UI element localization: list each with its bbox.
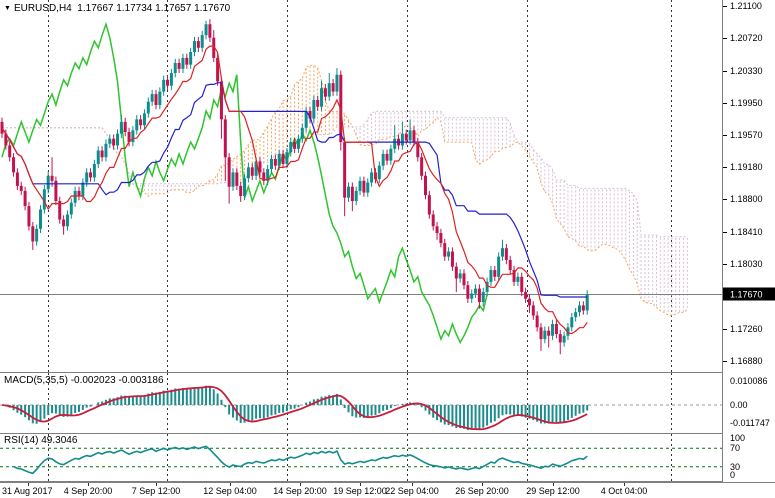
price-axis-label: 1.17260: [730, 324, 763, 334]
macd-name: MACD(5,35,5): [4, 375, 68, 386]
macd-rsi-separator[interactable]: [0, 433, 723, 434]
time-axis-label: 22 Sep 04:00: [385, 486, 439, 496]
price-axis-tickmark: [723, 232, 727, 234]
rsi-axis-label: 30: [730, 461, 741, 472]
price-axis-label: 1.16880: [730, 355, 763, 366]
time-axis-tickmark: [482, 483, 483, 486]
time-axis-tickmark: [553, 483, 554, 486]
ohlc-quote-label: 1.17667 1.17734 1.17657 1.17670: [77, 3, 231, 14]
rsi-axis-label: 0: [730, 470, 736, 480]
price-axis-label: 1.19950: [730, 97, 763, 108]
price-axis-label: 1.18410: [730, 227, 763, 238]
vertical-gridlines: [48, 0, 672, 372]
price-axis-label: 1.20720: [730, 32, 763, 43]
price-axis-tickmark: [723, 134, 727, 136]
time-axis-label: 7 Sep 12:00: [131, 486, 181, 496]
senkou-span-b-line: [2, 110, 688, 238]
rsi-name: RSI(14): [4, 435, 39, 446]
price-axis-tickmark: [723, 360, 727, 362]
current-price-value: 1.17670: [730, 289, 763, 300]
rsi-value: 49.3046: [41, 435, 78, 446]
time-axis-tickmark: [28, 483, 29, 486]
time-axis-label: 31 Aug 2017: [2, 486, 53, 496]
rsi-axis-separator: [0, 481, 723, 482]
price-axis-label: 1.18800: [730, 194, 763, 205]
current-price-tag: 1.17670: [723, 287, 775, 301]
time-axis-tickmark: [88, 483, 89, 486]
macd-axis-label: -0.011747: [730, 418, 770, 428]
time-axis-tickmark: [156, 483, 157, 486]
symbol-timeframe-label: EURUSD,H4: [13, 3, 72, 14]
candles-layer: [0, 19, 589, 355]
price-axis-tickmark: [723, 37, 727, 39]
senkou-span-a-line: [2, 64, 688, 316]
time-axis-label: 4 Sep 20:00: [63, 486, 113, 496]
rsi-indicator-label: RSI(14) 49.3046: [4, 435, 77, 446]
time-axis-tickmark: [300, 483, 301, 486]
macd-values: -0.002023 -0.003186: [70, 375, 164, 386]
time-axis-tickmark: [624, 483, 625, 486]
price-axis-label: 1.21100: [730, 0, 762, 11]
price-axis-tickmark: [723, 167, 727, 169]
rsi-panel[interactable]: [0, 434, 723, 481]
price-axis-border: [722, 0, 723, 482]
time-axis-label: 19 Sep 12:00: [333, 486, 387, 496]
symbol-marker-icon: ▼: [4, 5, 11, 12]
time-axis-tickmark: [360, 483, 361, 486]
price-axis-tickmark: [723, 199, 727, 201]
time-axis-label: 29 Sep 12:00: [526, 486, 580, 496]
price-axis-tickmark: [723, 70, 727, 72]
price-axis[interactable]: 1.17670 1.21100 1.20720 1.20330 1.19950 1.19…: [723, 0, 775, 482]
price-axis-tickmark: [723, 329, 727, 330]
time-axis-label: 4 Oct 04:00: [600, 486, 648, 496]
rsi-axis-label: 100: [730, 433, 746, 443]
macd-panel[interactable]: [0, 373, 723, 433]
main-macd-separator[interactable]: [0, 372, 723, 373]
vertical-gridlines: [48, 434, 672, 481]
time-axis[interactable]: 31 Aug 2017 4 Sep 20:00 7 Sep 12:00 12 Sep …: [0, 482, 775, 498]
macd-axis-label: 0.00: [730, 400, 748, 410]
price-axis-label: 1.18030: [730, 259, 763, 270]
price-axis-label: 1.20330: [730, 65, 763, 76]
price-axis-tickmark: [723, 102, 727, 104]
macd-indicator-label: MACD(5,35,5) -0.002023 -0.003186: [4, 375, 164, 386]
tenkan-sen-line: [1, 45, 588, 335]
time-axis-label: 26 Sep 20:00: [455, 486, 509, 496]
price-axis-tickmark: [723, 264, 727, 266]
time-axis-label: 14 Sep 20:00: [273, 486, 327, 496]
rsi-line: [13, 445, 588, 475]
macd-axis-label: 0.010086: [730, 376, 768, 386]
rsi-axis-label: 70: [730, 443, 741, 454]
macd-signal-line: [1, 385, 588, 431]
price-axis-tickmark: [723, 5, 727, 7]
main-chart-panel[interactable]: [0, 0, 723, 372]
price-axis-label: 1.19180: [730, 162, 763, 173]
time-axis-tickmark: [230, 483, 231, 486]
time-axis-tickmark: [412, 483, 413, 486]
price-axis-label: 1.19570: [730, 129, 763, 140]
time-axis-label: 12 Sep 04:00: [203, 486, 257, 496]
chart-title: ▼ EURUSD,H4 1.17667 1.17734 1.17657 1.176…: [4, 3, 230, 14]
